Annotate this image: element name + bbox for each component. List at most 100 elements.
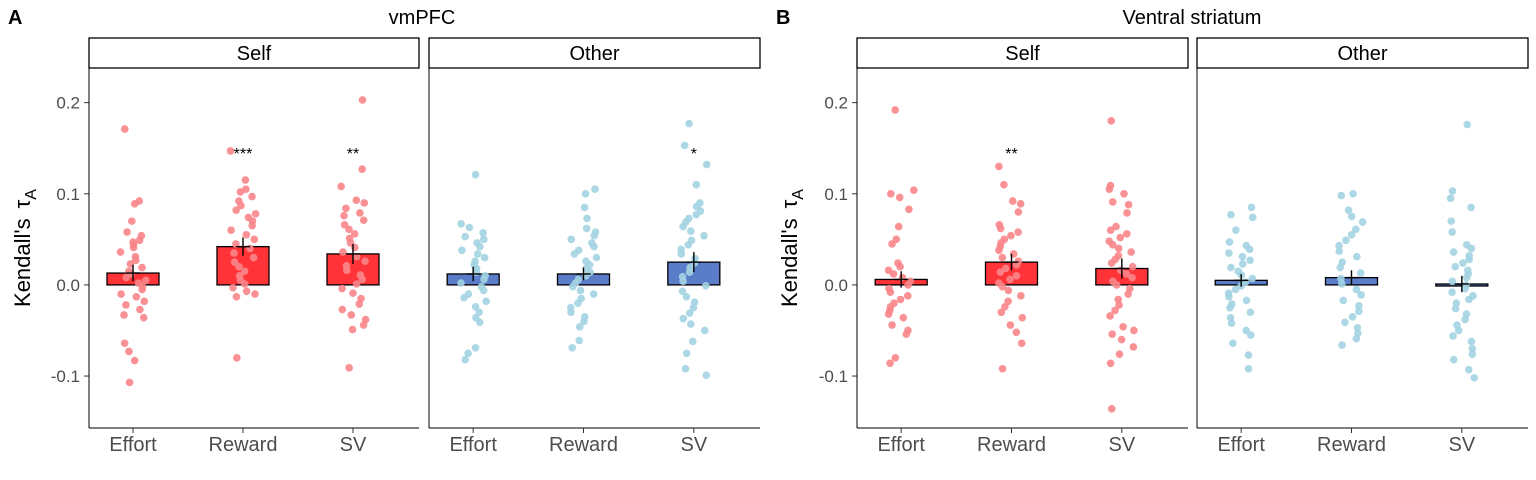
data-point bbox=[476, 242, 484, 251]
data-point bbox=[1111, 306, 1119, 315]
significance-label: *** bbox=[234, 146, 253, 163]
data-point bbox=[129, 243, 138, 252]
data-point bbox=[232, 292, 241, 301]
data-point bbox=[904, 281, 912, 289]
chart-panel-b: B Ventral striatum Kendall's τA -0.1 0.0 0.1 0.… bbox=[776, 7, 1529, 456]
data-point bbox=[1468, 350, 1477, 358]
y-tick-label: 0.2 bbox=[56, 94, 80, 113]
data-point bbox=[140, 297, 149, 306]
data-point bbox=[1246, 331, 1255, 339]
data-point bbox=[471, 170, 480, 179]
data-point bbox=[889, 270, 898, 278]
data-point bbox=[702, 371, 711, 379]
data-point bbox=[337, 182, 345, 191]
data-point bbox=[1231, 285, 1240, 294]
data-point bbox=[685, 119, 693, 128]
data-point bbox=[1122, 270, 1131, 278]
data-point bbox=[702, 282, 710, 290]
data-point bbox=[1012, 328, 1021, 337]
data-point bbox=[685, 309, 694, 317]
data-point bbox=[684, 241, 693, 249]
data-point bbox=[998, 282, 1007, 291]
data-point bbox=[997, 308, 1006, 317]
data-point bbox=[1012, 271, 1021, 280]
data-point bbox=[242, 230, 251, 239]
data-point bbox=[120, 339, 129, 348]
data-point bbox=[1014, 208, 1023, 216]
data-point bbox=[1119, 323, 1127, 331]
data-point bbox=[1347, 212, 1356, 221]
data-point bbox=[1244, 351, 1253, 359]
data-point bbox=[998, 253, 1007, 262]
y-tick-label: 0.0 bbox=[824, 276, 848, 295]
data-point bbox=[232, 206, 240, 214]
data-point bbox=[681, 364, 690, 373]
data-point bbox=[248, 221, 256, 230]
data-point bbox=[479, 229, 487, 237]
data-point bbox=[476, 318, 484, 327]
data-point bbox=[227, 226, 235, 235]
data-point bbox=[682, 292, 691, 301]
data-point bbox=[1244, 364, 1253, 373]
data-point bbox=[358, 275, 367, 284]
data-point bbox=[1226, 303, 1234, 312]
data-point bbox=[1016, 199, 1025, 208]
data-point bbox=[1001, 264, 1010, 273]
data-point bbox=[351, 243, 359, 252]
data-point bbox=[894, 222, 903, 231]
data-point bbox=[479, 286, 488, 295]
data-point bbox=[350, 230, 359, 238]
data-point bbox=[1353, 323, 1362, 332]
data-point bbox=[250, 235, 259, 244]
data-point bbox=[1454, 326, 1463, 335]
data-point bbox=[568, 282, 577, 291]
data-point bbox=[1014, 228, 1022, 236]
data-point bbox=[1238, 260, 1247, 268]
y-axis-label-text: Kendall's bbox=[777, 218, 802, 307]
data-point bbox=[132, 292, 141, 301]
data-point bbox=[249, 253, 258, 262]
data-point bbox=[135, 236, 144, 245]
facet-other: Other Effort Reward * SV bbox=[428, 37, 761, 456]
data-point bbox=[1225, 249, 1233, 257]
facet-self: Self Effort ** Reward SV bbox=[856, 37, 1189, 456]
chart-title: vmPFC bbox=[389, 7, 456, 29]
data-point bbox=[1338, 341, 1346, 349]
data-point bbox=[1353, 252, 1361, 261]
data-point bbox=[1225, 238, 1234, 246]
data-point bbox=[1108, 241, 1117, 249]
data-point bbox=[1451, 304, 1460, 313]
data-point bbox=[679, 277, 687, 286]
data-point bbox=[138, 263, 146, 272]
data-point bbox=[1106, 312, 1114, 320]
data-point bbox=[460, 293, 468, 302]
data-point bbox=[1117, 335, 1126, 344]
data-point bbox=[574, 299, 582, 307]
y-axis-label-text: Kendall's bbox=[10, 218, 35, 307]
data-point bbox=[130, 199, 139, 208]
data-point bbox=[122, 273, 130, 282]
data-point bbox=[1344, 206, 1353, 214]
data-point bbox=[132, 256, 140, 265]
data-point bbox=[340, 211, 348, 220]
data-point bbox=[461, 232, 469, 241]
data-point bbox=[898, 273, 907, 282]
data-point bbox=[240, 267, 249, 276]
x-tick-label: Reward bbox=[209, 434, 278, 456]
y-axis-label-symbol: τ bbox=[10, 199, 35, 208]
significance-label: ** bbox=[1005, 146, 1017, 163]
data-point bbox=[1450, 355, 1458, 364]
data-point bbox=[1447, 217, 1456, 225]
data-point bbox=[702, 160, 711, 169]
data-point bbox=[457, 220, 465, 228]
x-tick-label: Effort bbox=[877, 434, 925, 456]
y-axis-label-subscript: A bbox=[23, 189, 40, 200]
data-point bbox=[1336, 263, 1345, 272]
data-point bbox=[576, 286, 585, 295]
x-tick-label: SV bbox=[680, 434, 707, 456]
data-point bbox=[139, 313, 148, 322]
data-point bbox=[1116, 233, 1125, 242]
data-point bbox=[1463, 120, 1471, 129]
data-point bbox=[582, 224, 591, 233]
data-point bbox=[1245, 245, 1254, 254]
